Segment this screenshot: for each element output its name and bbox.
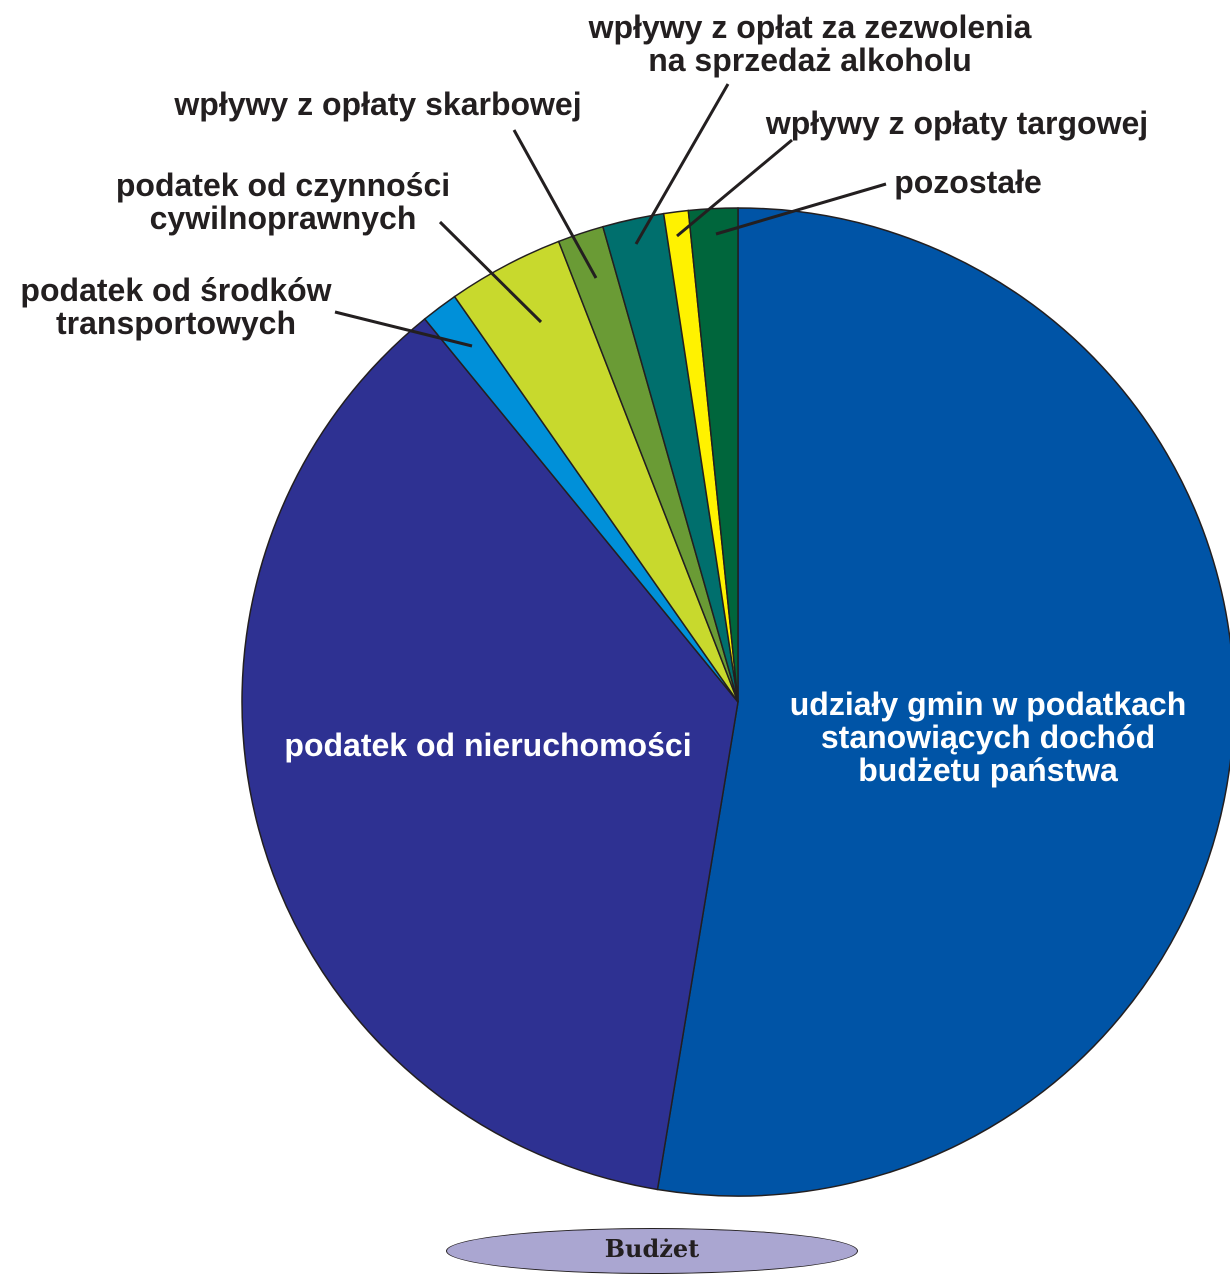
label-alkohol-line: wpływy z opłat za zezwolenia	[588, 9, 1032, 45]
leader-targowa	[676, 138, 793, 238]
pie-slices	[241, 207, 1230, 1197]
label-alkohol-line: na sprzedaż alkoholu	[648, 42, 972, 78]
label-targowa-line: wpływy z opłaty targowej	[765, 105, 1148, 141]
label-pozostale-line: pozostałe	[894, 164, 1042, 200]
label-skarbowa-line: wpływy z opłaty skarbowej	[173, 86, 581, 122]
label-czynnosci: podatek od czynności cywilnoprawnych	[116, 167, 450, 236]
label-srodki: podatek od środków transportowych	[20, 272, 331, 341]
leader-lines	[334, 83, 887, 348]
label-targowa: wpływy z opłaty targowej	[765, 105, 1148, 141]
label-pozostale: pozostałe	[894, 164, 1042, 200]
leader-pozostale	[715, 182, 887, 236]
slice-udzialy	[656, 207, 1230, 1197]
label-nieruchomosci-line: podatek od nieruchomości	[284, 727, 691, 763]
label-udzialy-line: stanowiących dochód	[821, 719, 1155, 755]
label-nieruchomosci: podatek od nieruchomości	[284, 727, 691, 763]
label-udzialy-line: budżetu państwa	[858, 752, 1118, 788]
pie-chart: udziały gmin w podatkach stanowiących doc…	[20, 9, 1230, 1197]
label-udzialy: udziały gmin w podatkach stanowiących doc…	[790, 686, 1187, 788]
leader-srodki	[334, 310, 473, 348]
label-udzialy-line: udziały gmin w podatkach	[790, 686, 1187, 722]
label-czynnosci-line: cywilnoprawnych	[150, 200, 417, 236]
slice-nieruchomosci	[241, 317, 739, 1191]
caption-label: Budżet	[604, 1234, 700, 1263]
leader-czynnosci	[438, 220, 543, 324]
label-skarbowa: wpływy z opłaty skarbowej	[173, 86, 581, 122]
slice-pozostale	[687, 207, 739, 703]
slice-labels: udziały gmin w podatkach stanowiących doc…	[20, 9, 1186, 788]
leader-skarbowa	[512, 129, 598, 279]
leader-alkohol	[634, 83, 730, 245]
label-srodki-line: podatek od środków	[20, 272, 331, 308]
label-czynnosci-line: podatek od czynności	[116, 167, 450, 203]
label-srodki-line: transportowych	[56, 305, 296, 341]
label-alkohol: wpływy z opłat za zezwolenia na sprzedaż …	[588, 9, 1032, 78]
